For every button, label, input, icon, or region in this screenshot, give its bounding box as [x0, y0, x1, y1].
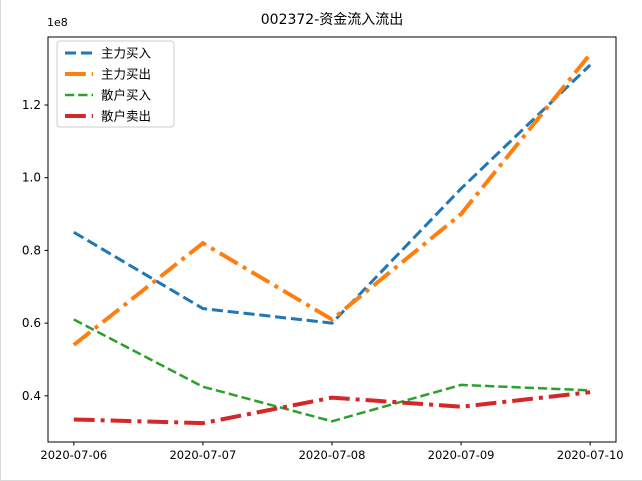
y-axis-offset-label: 1e8	[47, 16, 68, 29]
series-line-3	[73, 390, 591, 426]
series-line-2	[73, 318, 591, 423]
x-tick-label: 2020-07-06	[40, 448, 107, 462]
y-tick-label: 1.2	[22, 98, 41, 112]
y-tick-label: 0.6	[22, 316, 41, 330]
legend-box	[56, 40, 175, 128]
x-tick-label: 2020-07-07	[169, 448, 236, 462]
y-tick-label: 0.8	[22, 243, 41, 257]
series-line-1	[72, 52, 592, 347]
legend-label-1: 主力买出	[101, 67, 151, 82]
chart-title: 002372-资金流入流出	[260, 12, 404, 28]
y-tick-label: 1.0	[22, 171, 41, 185]
x-tick-label: 2020-07-09	[428, 448, 495, 462]
legend-label-0: 主力买入	[101, 46, 152, 61]
series-line-0	[73, 63, 592, 325]
y-tick-label: 0.4	[22, 389, 41, 403]
legend-label-2: 散户买入	[101, 88, 152, 103]
legend-label-3: 散户卖出	[101, 109, 151, 124]
x-tick-label: 2020-07-10	[557, 448, 624, 462]
x-tick-label: 2020-07-08	[299, 448, 366, 462]
